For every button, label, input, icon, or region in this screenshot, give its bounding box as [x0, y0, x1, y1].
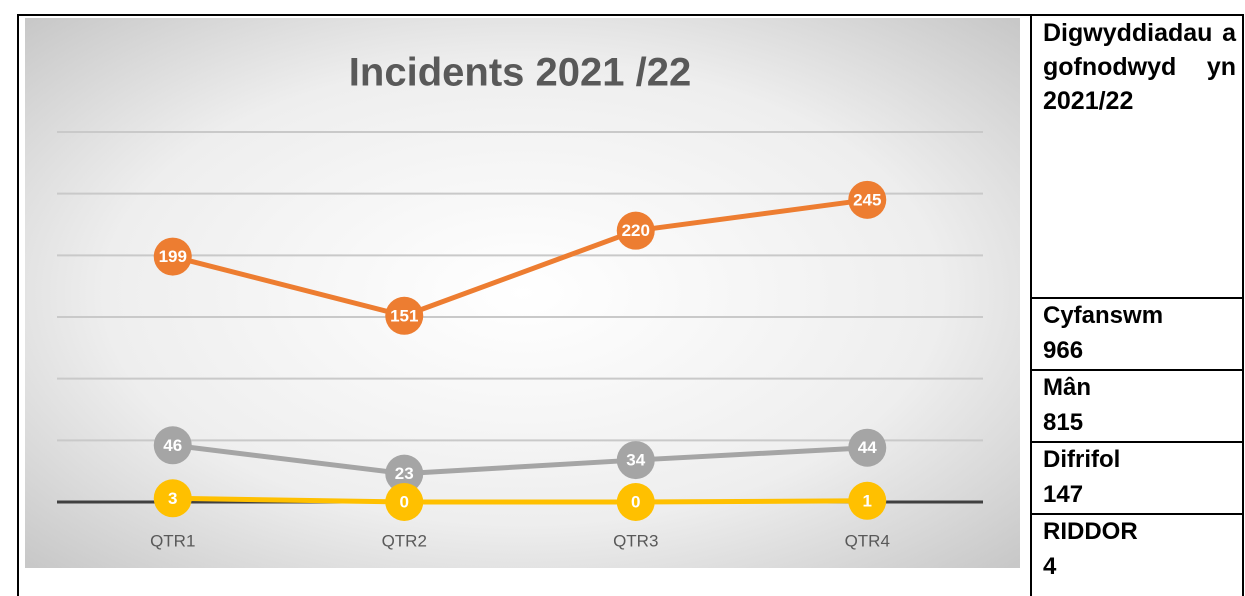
- data-point: [848, 180, 887, 219]
- row: Difrifol 147: [1043, 442, 1236, 512]
- data-label: 0: [631, 492, 640, 511]
- data-point: [385, 483, 424, 521]
- data-point: [616, 483, 655, 521]
- chart: Incidents 2021 /22 QTR1 QTR2 QTR3 QTR4 46 23 3…: [25, 18, 1020, 568]
- row-label: Difrifol: [1043, 446, 1121, 473]
- series-line: [172, 197, 868, 319]
- data-label: 23: [395, 464, 414, 483]
- series-line: [172, 442, 868, 477]
- table-border: [17, 14, 19, 596]
- heading: Digwyddiadau a gofnodwyd yn 2021/22: [1043, 19, 1236, 115]
- data-label: 245: [853, 190, 881, 209]
- data-point: [616, 441, 655, 480]
- data-label: 199: [159, 247, 187, 266]
- data-point: [385, 296, 424, 335]
- x-tick-label: QTR2: [382, 531, 427, 550]
- data-label: 44: [858, 438, 877, 457]
- data-point: [153, 479, 192, 518]
- data-label: 1: [863, 491, 872, 510]
- x-tick-label: QTR4: [845, 531, 890, 550]
- data-label: 46: [163, 436, 182, 455]
- row-label: Cyfanswm: [1043, 302, 1164, 329]
- x-tick-label: QTR3: [613, 531, 658, 550]
- chart-title: Incidents 2021 /22: [349, 51, 691, 95]
- data-point: [616, 211, 655, 250]
- data-label: 3: [168, 489, 177, 508]
- data-label: 34: [626, 451, 645, 470]
- data-label: 0: [400, 492, 409, 511]
- series-line: [172, 495, 868, 505]
- row: Cyfanswm 966: [1043, 298, 1236, 368]
- row-value: 815: [1043, 409, 1084, 436]
- row: Mân 815: [1043, 370, 1236, 440]
- data-point: [385, 454, 424, 493]
- data-point: [153, 237, 192, 276]
- row-value: 147: [1043, 481, 1084, 508]
- data-point: [848, 481, 887, 520]
- x-tick-label: QTR1: [150, 531, 195, 550]
- row-value: 966: [1043, 337, 1084, 364]
- row-label: Mân: [1043, 374, 1091, 401]
- table-border: [1030, 297, 1244, 299]
- data-label: 151: [390, 306, 418, 325]
- data-label: 220: [622, 221, 650, 240]
- table-border: [1030, 513, 1244, 515]
- row: RIDDOR 4: [1043, 514, 1236, 584]
- table-border: [1030, 369, 1244, 371]
- chart-background: [25, 18, 1020, 568]
- table-border: [1030, 441, 1244, 443]
- row-value: 4: [1043, 553, 1057, 580]
- row-label: RIDDOR: [1043, 518, 1138, 545]
- table-border: [1242, 14, 1244, 596]
- data-point: [153, 426, 192, 465]
- table-border: [17, 14, 1244, 16]
- table-border: [1030, 14, 1032, 596]
- data-point: [848, 428, 887, 467]
